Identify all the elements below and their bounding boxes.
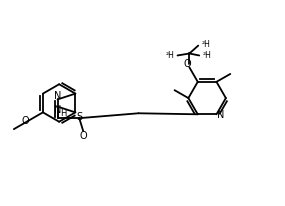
Text: S: S [76, 112, 82, 122]
Text: N: N [54, 91, 61, 101]
Text: ²H: ²H [202, 51, 211, 60]
Text: O: O [80, 131, 87, 141]
Text: ²H: ²H [201, 40, 210, 49]
Text: H: H [60, 109, 66, 118]
Text: ²H: ²H [166, 51, 174, 60]
Text: N: N [54, 105, 61, 115]
Text: N: N [217, 110, 224, 120]
Text: O: O [22, 116, 29, 126]
Text: O: O [184, 59, 191, 69]
